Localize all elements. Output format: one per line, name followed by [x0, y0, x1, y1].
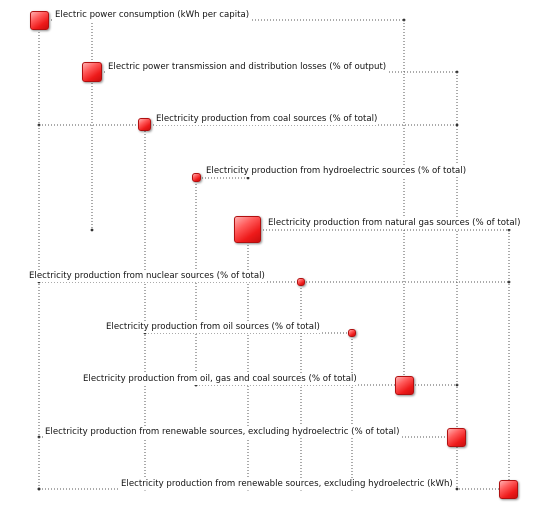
node-box-hydroelectric-sources[interactable] — [192, 173, 201, 182]
column-link-end-2 — [90, 228, 94, 232]
node-label-oil-gas-coal-sources: Electricity production from oil, gas and… — [82, 373, 358, 385]
node-label-oil-sources: Electricity production from oil sources … — [105, 321, 321, 333]
node-box-renewable-kwh[interactable] — [499, 480, 518, 499]
node-label-renewable-kwh: Electricity production from renewable so… — [120, 478, 454, 490]
node-box-oil-gas-coal-sources[interactable] — [395, 376, 414, 395]
node-box-renewable-percent[interactable] — [447, 428, 466, 447]
node-box-oil-sources[interactable] — [348, 329, 356, 337]
node-box-coal-sources[interactable] — [138, 118, 151, 131]
node-box-electric-power-consumption[interactable] — [30, 11, 49, 30]
node-box-nuclear-sources[interactable] — [297, 278, 305, 286]
row-link-end-4-b — [246, 176, 250, 180]
node-box-natural-gas-sources[interactable] — [234, 216, 261, 243]
column-link-end-1 — [37, 487, 41, 491]
node-box-transmission-distribution-losses[interactable] — [82, 62, 102, 82]
node-label-renewable-percent: Electricity production from renewable so… — [44, 426, 401, 438]
node-label-coal-sources: Electricity production from coal sources… — [155, 113, 379, 125]
node-label-electric-power-consumption: Electric power consumption (kWh per capi… — [54, 9, 251, 21]
node-label-natural-gas-sources: Electricity production from natural gas … — [267, 217, 522, 229]
row-link-end-3-b — [455, 123, 459, 127]
node-label-transmission-distribution-losses: Electric power transmission and distribu… — [107, 61, 388, 73]
node-label-nuclear-sources: Electricity production from nuclear sour… — [28, 270, 266, 282]
column-link-end-9 — [455, 487, 459, 491]
node-label-hydroelectric-sources: Electricity production from hydroelectri… — [205, 165, 468, 177]
